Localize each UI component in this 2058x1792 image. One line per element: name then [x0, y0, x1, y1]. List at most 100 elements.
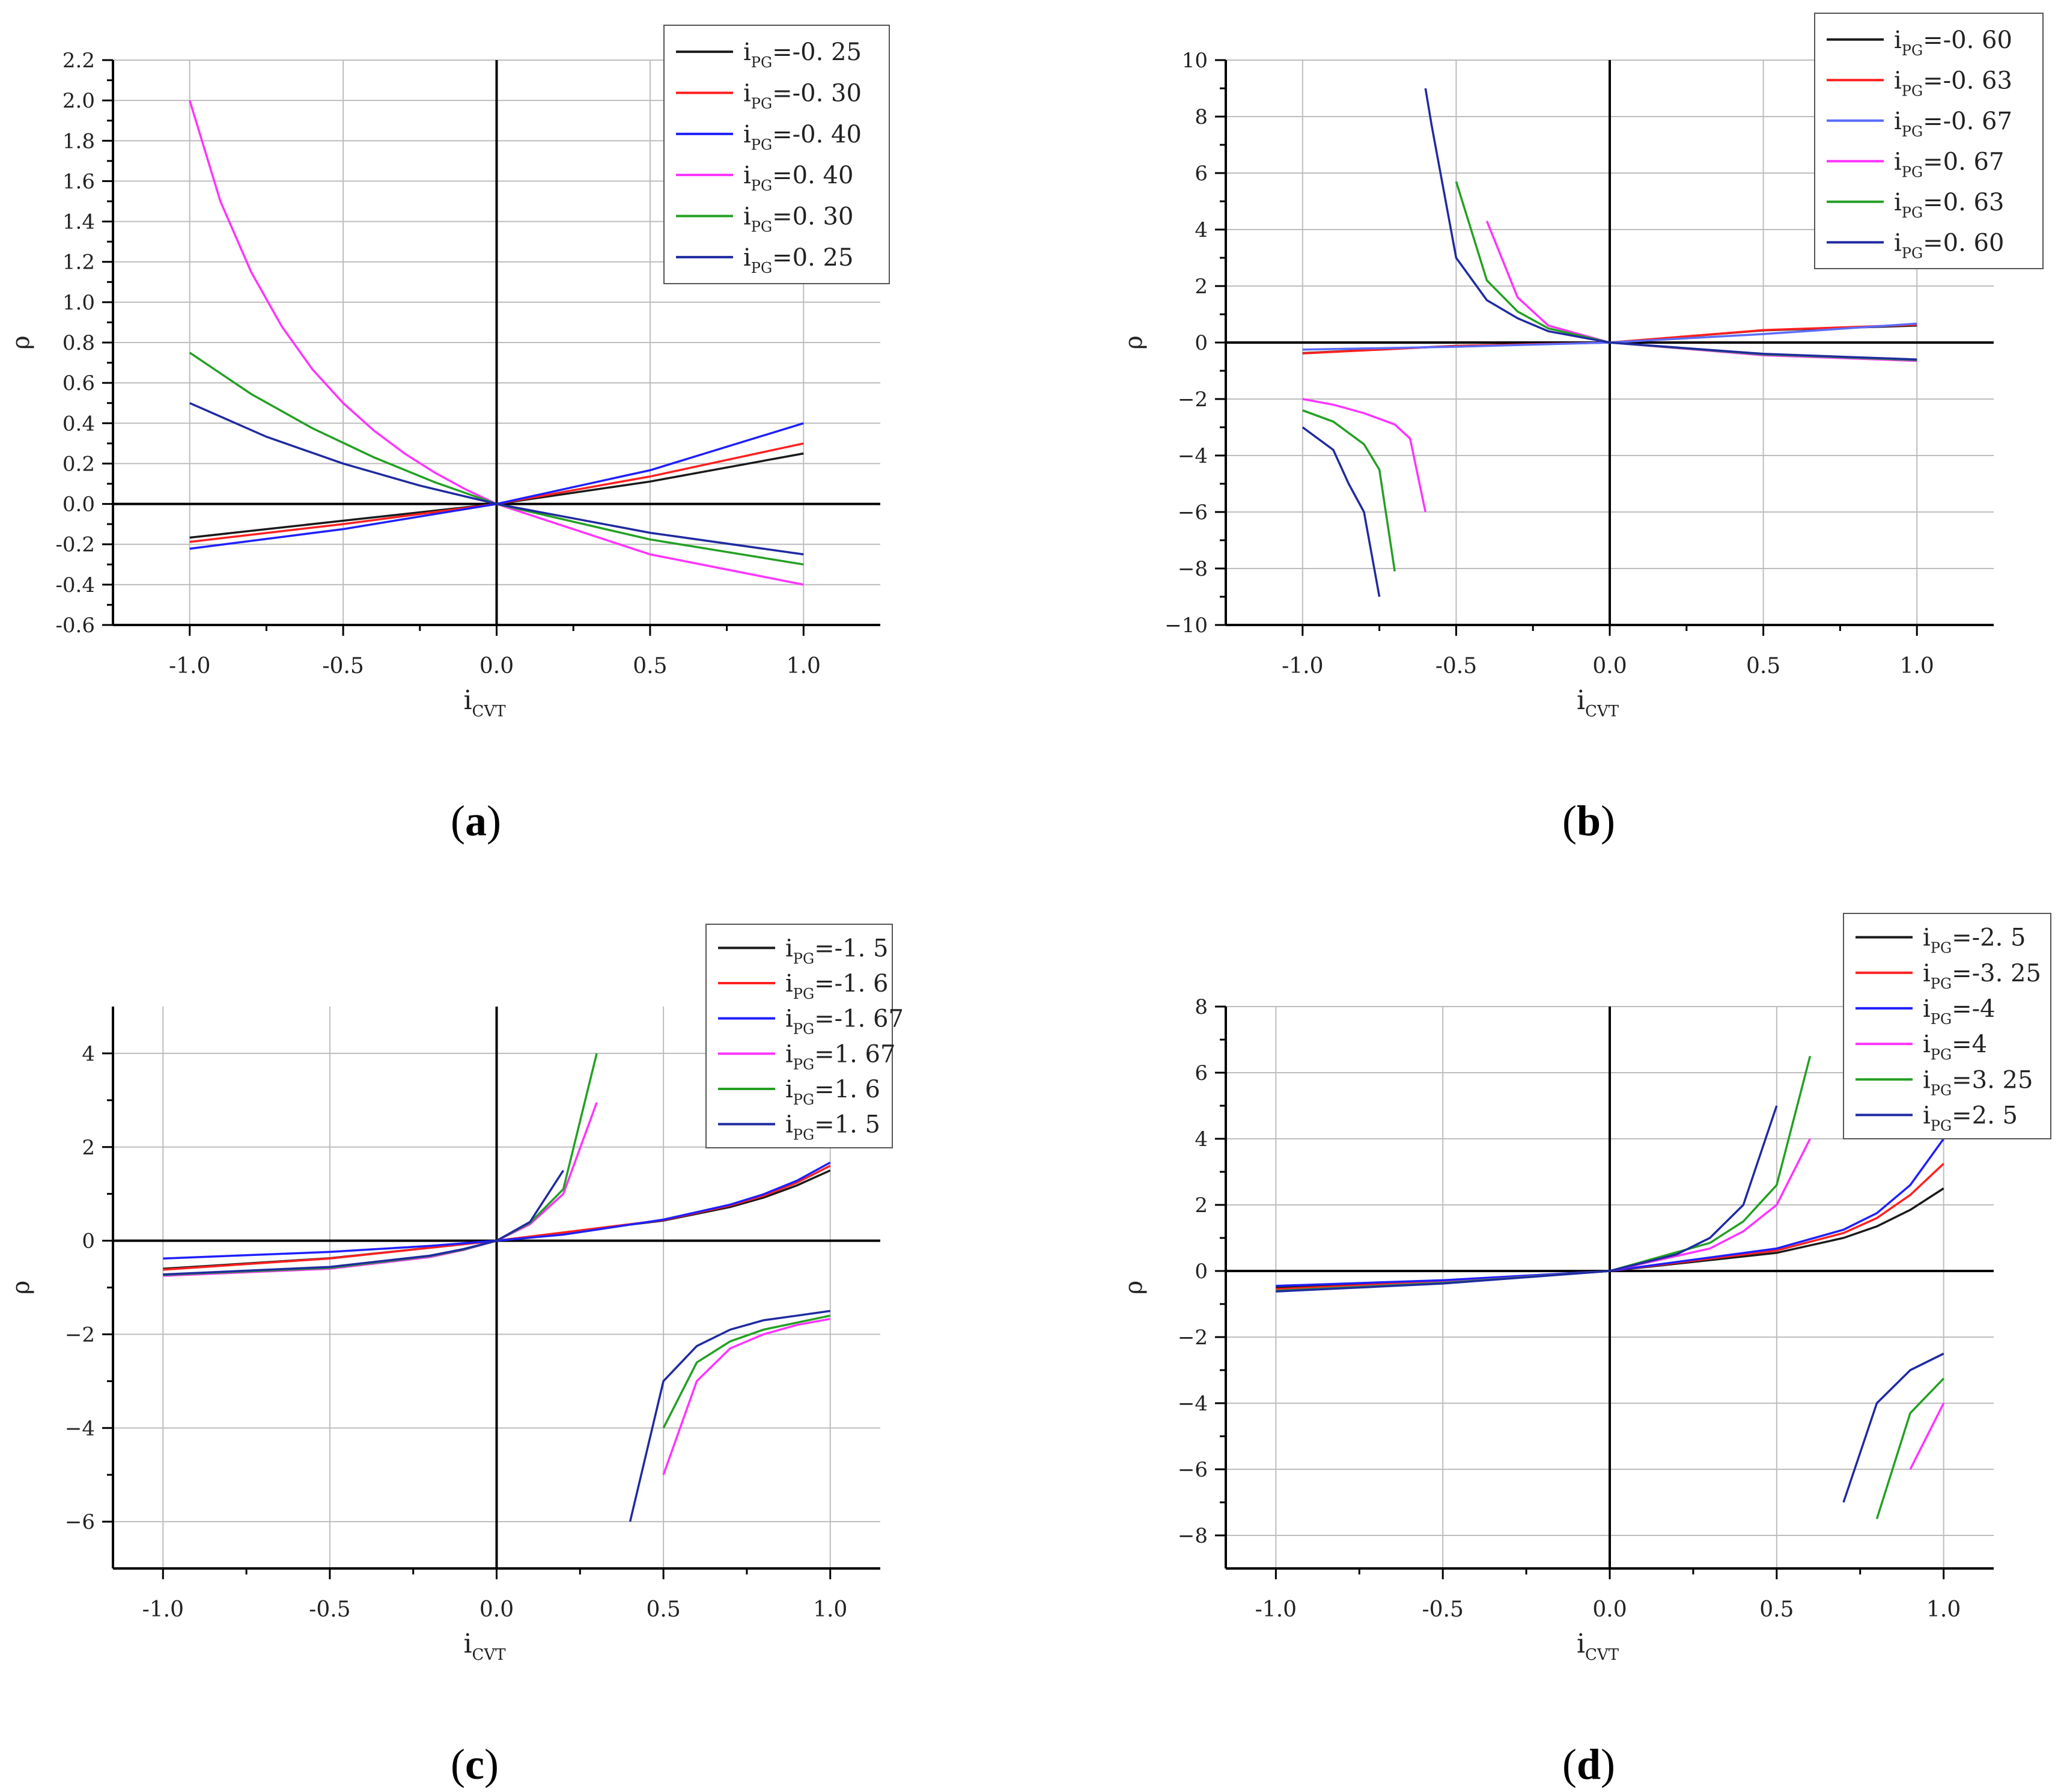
x-axis-label: iCVT	[1577, 1629, 1619, 1664]
y-tick-label: −8	[1178, 557, 1208, 581]
legend-label: iPG=-0. 67	[1894, 108, 2012, 140]
y-axis-label: ρ	[7, 335, 35, 350]
x-tick-label: -0.5	[1435, 654, 1477, 678]
y-tick-label: 4	[82, 1042, 95, 1066]
legend-label: iPG=0. 63	[1894, 189, 2004, 221]
y-tick-label: 1.6	[62, 169, 95, 194]
panel-label-b: (b)	[1562, 797, 1616, 845]
x-tick-label: 0.0	[479, 654, 514, 678]
x-tick-label: -0.5	[322, 654, 364, 678]
y-tick-label: 2	[1195, 275, 1208, 299]
y-tick-label: −4	[1178, 1392, 1208, 1416]
y-tick-label: −8	[1178, 1524, 1208, 1548]
legend-label: iPG=-1. 67	[785, 1005, 904, 1038]
y-tick-label: 1.0	[62, 291, 95, 315]
y-tick-label: 1.2	[62, 251, 95, 275]
y-tick-label: 0	[1195, 331, 1208, 355]
legend: iPG=-0. 25 iPG=-0. 30 iPG=-0. 40 iPG=0. 40 i…	[663, 25, 890, 284]
y-tick-label: 1.8	[62, 129, 95, 153]
panel-label-a: (a)	[451, 797, 501, 845]
x-tick-label: -1.0	[1255, 1597, 1297, 1622]
x-tick-label: -1.0	[1282, 654, 1323, 678]
legend: iPG=-0. 60 iPG=-0. 63 iPG=-0. 67 iPG=0. 67 i…	[1814, 13, 2044, 269]
series-line-3	[1276, 1138, 1945, 1287]
x-tick-label: 0.5	[633, 654, 667, 678]
chart-a: -1.0 -0.5 0.0 0.5 1.0 -0.6 -0.4 -0.2 0.0 0.2 0.4 0.…	[7, 25, 890, 721]
y-tick-label: 0.0	[62, 493, 95, 517]
x-tick-label: -0.5	[1422, 1597, 1463, 1622]
legend-box	[1814, 13, 2044, 269]
legend-label: iPG=0. 67	[1894, 148, 2004, 180]
x-tick-label: 1.0	[1900, 654, 1934, 678]
y-tick-label: −6	[1178, 1458, 1208, 1482]
y-tick-label: 4	[1195, 1127, 1208, 1151]
x-tick-label: -0.5	[309, 1597, 350, 1622]
series-line-5	[189, 352, 804, 566]
x-tick-label: 1.0	[813, 1597, 847, 1622]
series-line-6	[163, 1169, 830, 1522]
y-tick-label: 8	[1195, 995, 1208, 1019]
y-tick-label: 8	[1195, 105, 1208, 129]
y-tick-label: 6	[1195, 1061, 1208, 1085]
x-tick-label: 0.0	[479, 1597, 514, 1622]
legend-label: iPG=0. 40	[743, 162, 853, 194]
y-tick-label: 2.0	[62, 89, 95, 113]
y-tick-label: 10	[1182, 49, 1208, 73]
series-line-3	[163, 1161, 831, 1260]
y-tick-label: 0.8	[62, 331, 95, 355]
legend-box	[1843, 913, 2051, 1139]
legend-label: iPG=-1. 6	[785, 970, 888, 1002]
y-tick-label: −6	[65, 1510, 95, 1534]
y-tick-label: 2.2	[62, 49, 95, 73]
x-axis-label: iCVT	[463, 1629, 506, 1664]
legend-label: iPG=2. 5	[1923, 1102, 2018, 1134]
y-tick-label: 0	[82, 1230, 95, 1254]
x-tick-label: 0.5	[646, 1597, 680, 1622]
y-tick-label: 1.4	[62, 210, 95, 234]
x-axis-label: iCVT	[463, 685, 506, 721]
legend-box	[663, 25, 890, 284]
legend-label: iPG=0. 60	[1894, 229, 2004, 261]
y-tick-label: −4	[65, 1416, 95, 1440]
y-tick-label: 4	[1195, 218, 1208, 242]
series-line-6	[1276, 1105, 1944, 1503]
y-tick-label: 0.2	[62, 452, 95, 476]
x-tick-label: 0.0	[1592, 1597, 1627, 1622]
x-tick-label: 1.0	[787, 654, 821, 678]
legend-label: iPG=-3. 25	[1923, 960, 2041, 992]
y-tick-label: 0	[1195, 1260, 1208, 1284]
y-axis-label: ρ	[7, 1281, 35, 1295]
panel-label-c: (c)	[451, 1740, 499, 1788]
chart-c: -1.0 -0.5 0.0 0.5 1.0 −6 −4 −2 0 2 4 iCVT ρ iPG=-1. 5…	[7, 924, 904, 1664]
y-tick-label: −4	[1178, 444, 1208, 468]
y-tick-label: −2	[1178, 388, 1208, 412]
x-tick-label: 0.5	[1759, 1597, 1794, 1622]
legend-label: iPG=0. 25	[743, 244, 853, 276]
chart-b: -1.0 -0.5 0.0 0.5 1.0 −10 −8 −6 −4 −2 0 2 4 6 8 10 iCVT ρ…	[1120, 13, 2044, 721]
legend-label: iPG=-0. 25	[743, 38, 862, 71]
x-tick-label: 0.5	[1746, 654, 1780, 678]
legend-label: iPG=-1. 5	[785, 934, 888, 967]
legend-label: iPG=3. 25	[1923, 1066, 2033, 1099]
series-line-6	[1301, 88, 1917, 597]
y-tick-label: −2	[1178, 1326, 1208, 1350]
legend-label: iPG=0. 30	[743, 203, 853, 236]
y-axis-label: ρ	[1120, 335, 1148, 350]
legend-label: iPG=1. 6	[785, 1076, 880, 1108]
y-tick-label: −6	[1178, 501, 1208, 525]
legend-label: iPG=-0. 30	[743, 80, 862, 112]
series-line-6	[189, 402, 804, 556]
x-axis-label: iCVT	[1577, 685, 1619, 721]
y-tick-label: 2	[1195, 1193, 1208, 1218]
legend-label: iPG=-4	[1923, 995, 1996, 1028]
y-tick-label: -0.2	[55, 533, 95, 557]
y-axis-label: ρ	[1120, 1281, 1148, 1295]
y-tick-label: 0.6	[62, 371, 95, 395]
legend-label: iPG=-2. 5	[1923, 924, 2026, 957]
y-tick-label: −2	[65, 1323, 95, 1347]
chart-d: -1.0 -0.5 0.0 0.5 1.0 −8 −6 −4 −2 0 2 4 6 8 iCVT ρ iPG=-…	[1120, 913, 2051, 1664]
legend-label: iPG=-0. 60	[1894, 26, 2012, 59]
legend-label: iPG=-0. 40	[743, 121, 862, 153]
